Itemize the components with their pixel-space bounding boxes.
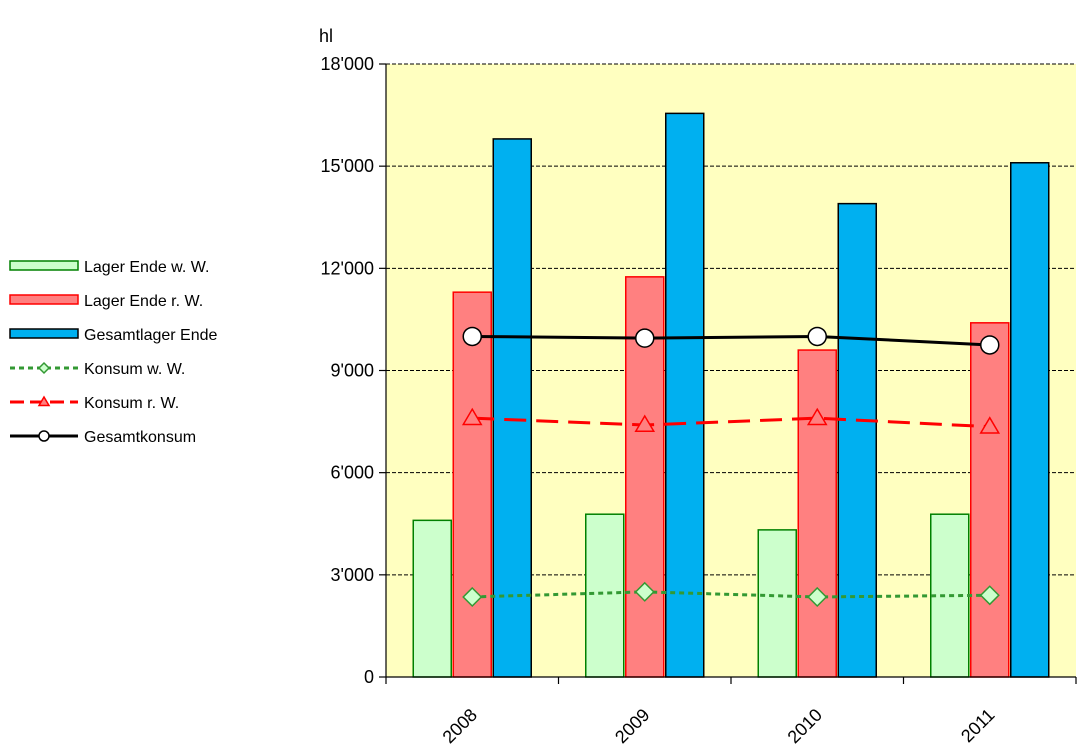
marker	[634, 581, 655, 602]
bar	[1010, 162, 1050, 678]
y-tick-label: 15'000	[321, 156, 375, 176]
bar	[757, 529, 797, 678]
marker	[806, 407, 828, 426]
y-tick-label: 3'000	[331, 565, 374, 585]
marker	[979, 585, 1000, 606]
lines	[461, 326, 1001, 608]
y-tick-label: 6'000	[331, 463, 374, 483]
x-tick-label: 2008	[439, 705, 481, 745]
series-line	[472, 416, 990, 429]
x-tick-label: 2011	[957, 705, 999, 745]
marker	[635, 328, 655, 348]
y-tick-label: 18'000	[321, 54, 375, 74]
bar	[452, 291, 492, 678]
legend-label: Lager Ende r. W.	[84, 293, 203, 310]
bar	[837, 202, 877, 678]
marker	[461, 407, 483, 426]
series-line	[472, 334, 990, 347]
x-tick-label: 2009	[611, 705, 653, 745]
bars	[412, 112, 1050, 678]
marker	[979, 416, 1001, 434]
y-tick-label: 12'000	[321, 258, 375, 278]
bar	[797, 349, 837, 678]
bar	[412, 519, 452, 678]
bar	[665, 112, 705, 678]
legend-swatch	[9, 260, 79, 271]
bar	[585, 513, 625, 678]
marker	[807, 586, 828, 608]
y-tick-label: 9'000	[331, 361, 374, 381]
legend-swatch	[9, 294, 79, 305]
marker	[462, 586, 483, 608]
marker	[980, 335, 1000, 355]
legend-label: Konsum r. W.	[84, 395, 179, 412]
legend-label: Gesamtlager Ende	[84, 327, 218, 344]
legend-label: Lager Ende w. W.	[84, 259, 209, 276]
legend-label: Gesamtkonsum	[84, 429, 196, 446]
y-axis-label: hl	[319, 26, 333, 46]
legend: Lager Ende w. W. Lager Ende r. W. Gesamtla…	[9, 259, 218, 446]
marker	[38, 430, 50, 442]
marker	[634, 414, 656, 433]
marker	[37, 361, 51, 375]
marker	[807, 326, 827, 347]
legend-label: Konsum w. W.	[84, 361, 185, 378]
x-tick-label: 2010	[784, 705, 826, 745]
axes: 0 3'000 6'000 9'000 12'000 15'000 18'000 2008 20…	[321, 54, 1077, 745]
marker	[37, 395, 51, 407]
marker	[462, 326, 482, 347]
bar	[970, 322, 1010, 678]
y-tick-label: 0	[364, 667, 374, 687]
legend-swatch	[9, 328, 79, 339]
